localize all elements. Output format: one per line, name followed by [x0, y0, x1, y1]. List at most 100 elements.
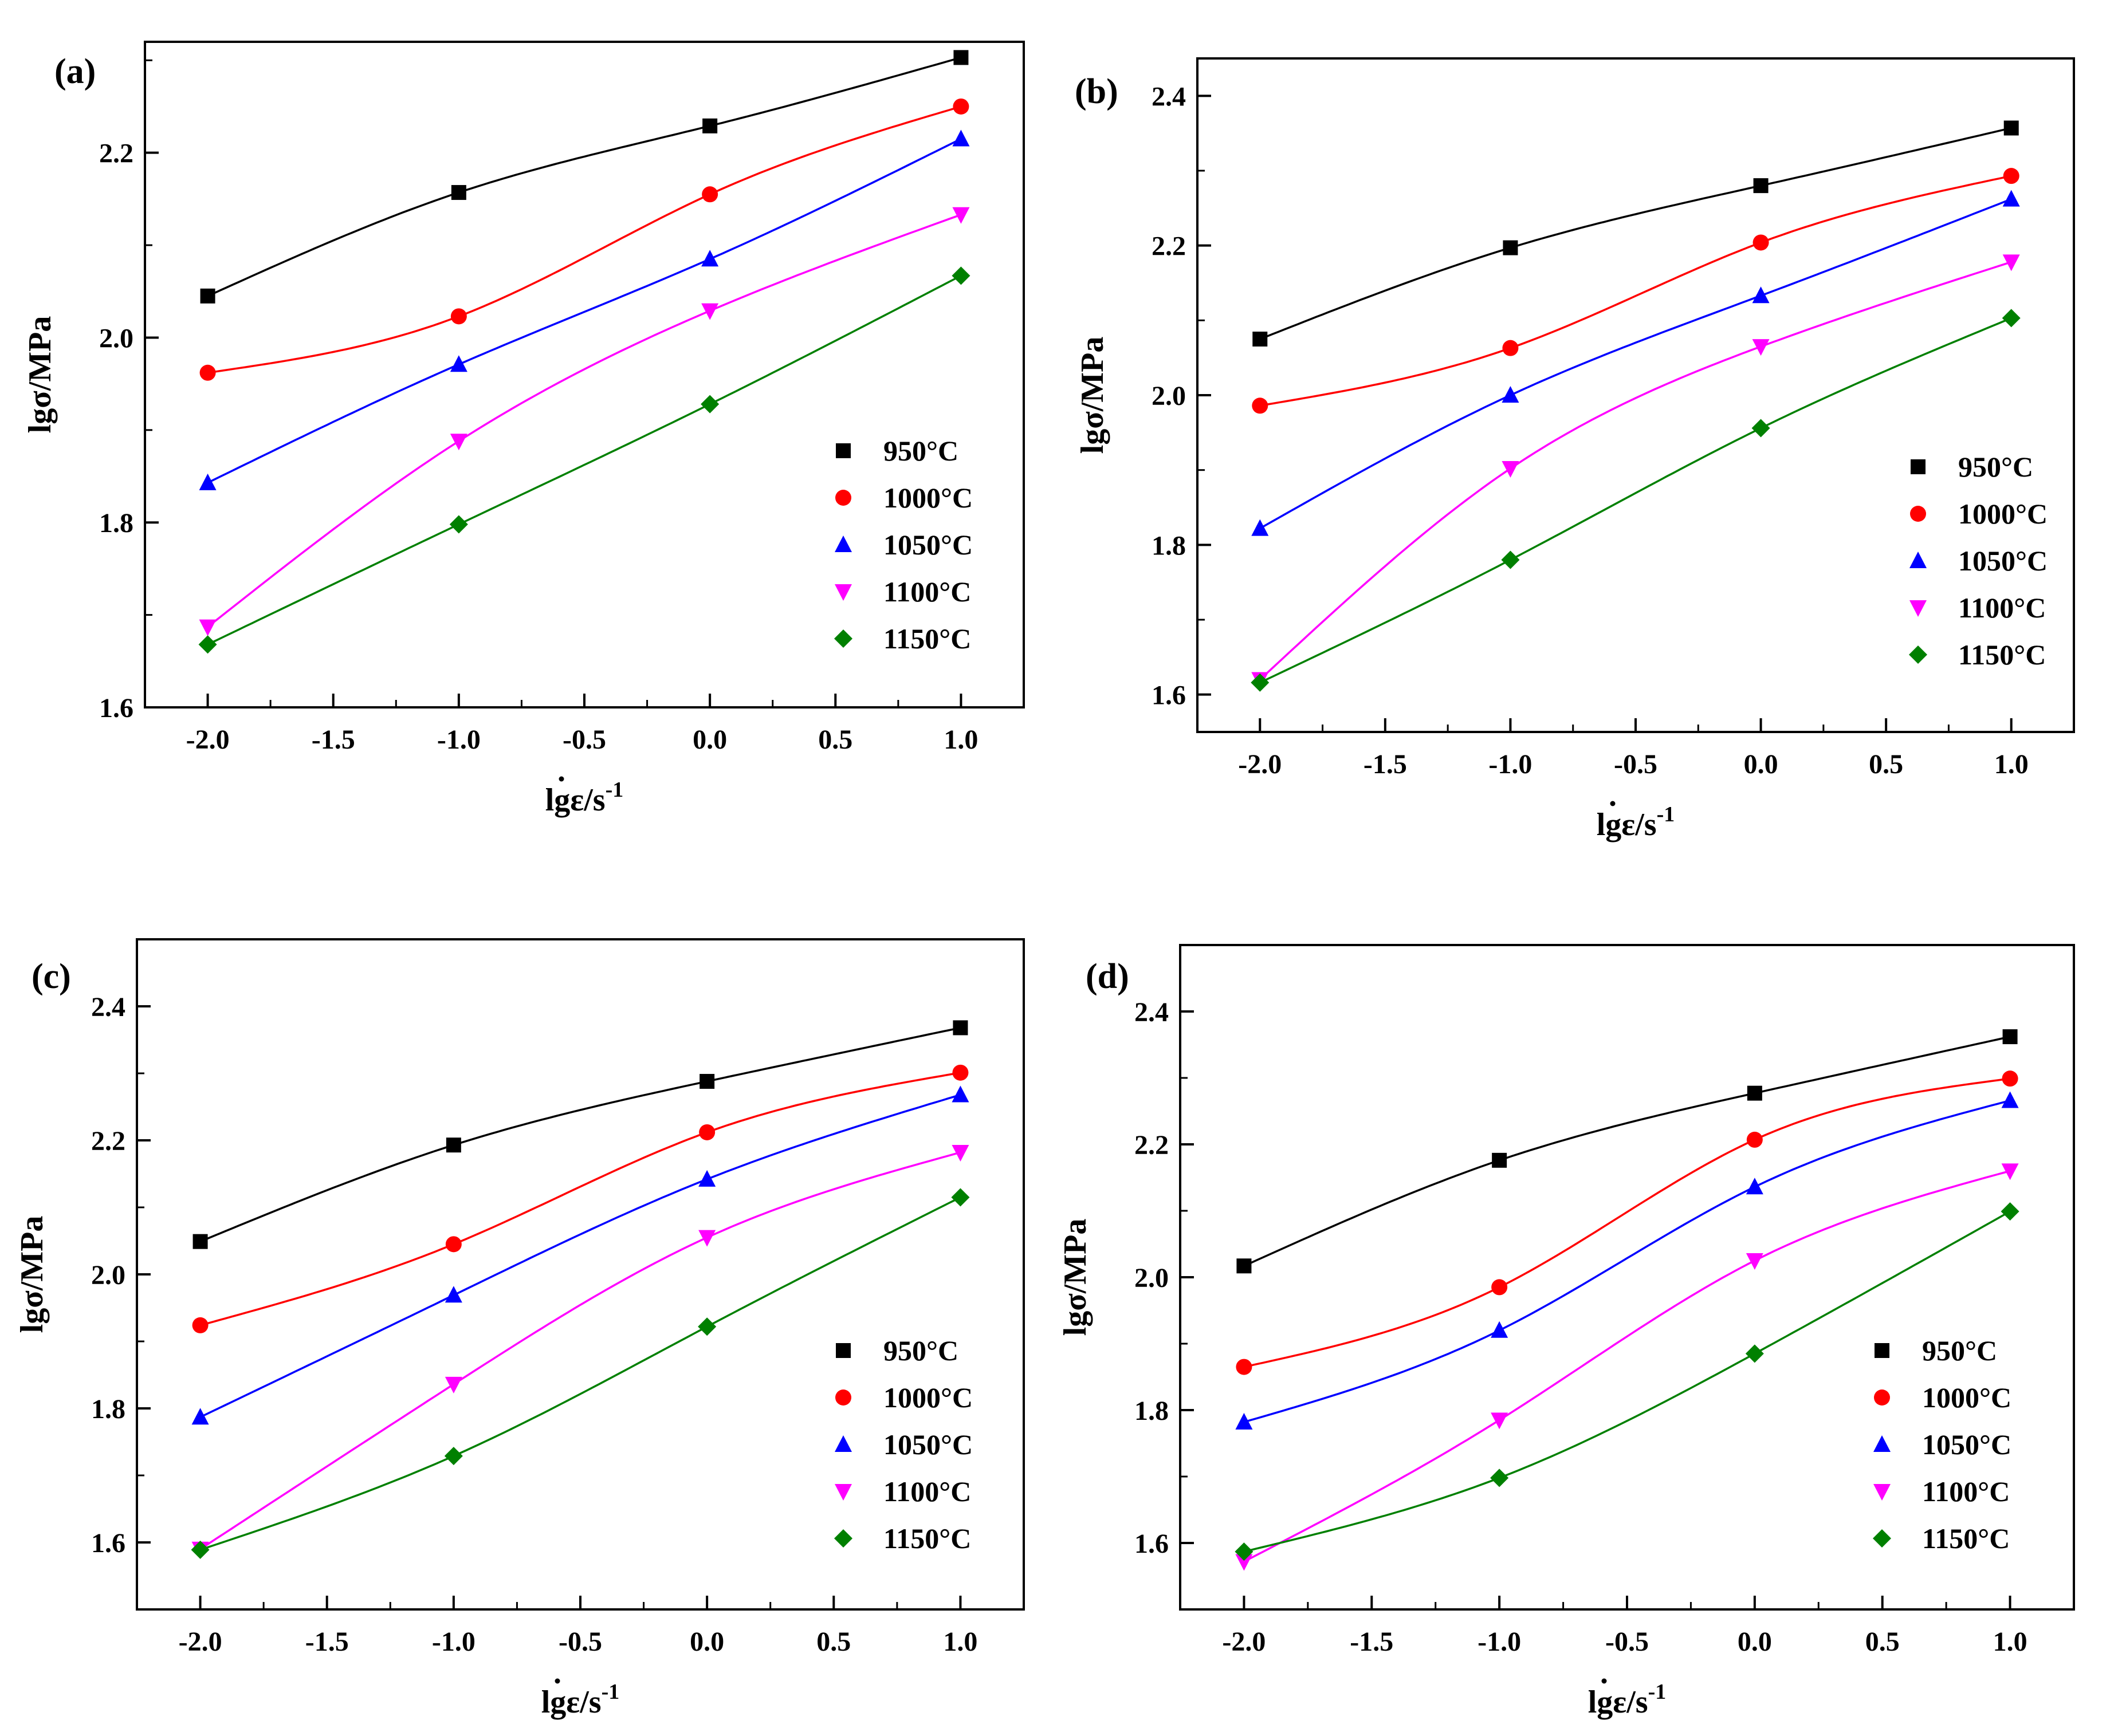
fit-curve-1150c	[1259, 317, 2012, 684]
data-point-1100c	[952, 1145, 969, 1162]
y-axis-title: lgσ/MPa	[22, 316, 58, 434]
data-point-1000c	[1502, 340, 1519, 356]
legend: 950°C 1000°C 1050°C 1100°C 1150°C	[834, 435, 973, 655]
data-point-1050c	[191, 1408, 209, 1425]
y-tick-label: 2.0	[91, 1260, 125, 1290]
data-point-1000c	[1252, 397, 1268, 414]
x-tick-label: 0.5	[816, 1627, 851, 1657]
fit-curve-1000c	[1259, 175, 2012, 407]
data-point-1150c	[1751, 419, 1770, 438]
fit-curve-1100c	[1243, 1170, 2011, 1563]
fit-curve-1150c	[1243, 1210, 2011, 1553]
data-point-1100c	[1746, 1253, 1763, 1270]
fit-curve-1100c	[1259, 261, 2012, 680]
legend-marker-1100c	[1909, 600, 1927, 617]
legend: 950°C 1000°C 1050°C 1100°C 1150°C	[834, 1335, 973, 1554]
data-point-1150c	[952, 266, 970, 285]
y-tick-label: 2.4	[91, 992, 125, 1022]
plot-frame	[1179, 944, 2075, 1611]
y-tick-label: 2.2	[99, 139, 133, 169]
data-point-1150c	[951, 1188, 970, 1207]
fit-curve-1000c	[1244, 1077, 2010, 1368]
data-point-950c	[446, 1137, 461, 1153]
data-point-1050c	[952, 1085, 969, 1103]
legend-label-1150c: 1150°C	[883, 623, 971, 655]
data-point-950c	[1492, 1152, 1507, 1168]
data-point-1000c	[2002, 1070, 2018, 1087]
data-point-950c	[700, 1074, 715, 1089]
data-point-1000c	[952, 1064, 969, 1081]
y-tick-label: 2.4	[1134, 997, 1169, 1028]
x-tick-label: -1.0	[1478, 1627, 1521, 1657]
data-point-950c	[1252, 332, 1268, 347]
data-point-1150c	[1251, 673, 1270, 692]
chart-panel-d: -2.0 -1.5 -1.0 -0.5 0.0 0.5 1.0 1.6 1.8 2.0 2.2 2.4…	[1058, 944, 2075, 1720]
fit-curve-1100c	[207, 214, 962, 628]
y-tick-label: 2.2	[91, 1126, 125, 1156]
data-point-1150c	[1490, 1469, 1509, 1487]
y-axis-title: lgσ/MPa	[1058, 1219, 1093, 1336]
legend-marker-1000c	[1910, 506, 1926, 522]
data-point-1100c	[1235, 1554, 1253, 1571]
data-point-1000c	[953, 98, 969, 115]
x-tick-label: 1.0	[1993, 1627, 2027, 1657]
data-point-1000c	[1752, 234, 1769, 251]
legend-label-950c: 950°C	[883, 435, 958, 467]
data-point-1050c	[1251, 519, 1269, 536]
legend: 950°C 1000°C 1050°C 1100°C 1150°C	[1873, 1335, 2011, 1554]
data-point-1100c	[2001, 1163, 2019, 1180]
y-tick-label: 1.6	[1134, 1529, 1169, 1559]
data-point-1050c	[952, 129, 970, 147]
x-tick-label: 1.0	[944, 725, 978, 755]
legend-label-1000c: 1000°C	[883, 1381, 973, 1414]
data-point-1150c	[698, 1317, 717, 1336]
y-tick-label: 2.2	[1134, 1130, 1169, 1160]
x-tick-label: -2.0	[179, 1627, 222, 1657]
legend-marker-1000c	[835, 490, 851, 506]
fit-curve-950c	[1243, 1036, 2010, 1267]
legend-label-1000c: 1000°C	[1958, 498, 2048, 530]
data-point-1150c	[1501, 550, 1520, 569]
x-tick-label: 0.0	[690, 1627, 724, 1657]
fit-curve-950c	[207, 56, 961, 297]
fit-curve-950c	[199, 1026, 961, 1243]
data-point-1100c	[1752, 339, 1770, 356]
legend-label-1150c: 1150°C	[883, 1522, 971, 1554]
data-point-1050c	[2001, 1091, 2019, 1108]
fit-curve-1100c	[199, 1151, 961, 1550]
data-point-1050c	[450, 355, 467, 372]
fit-curve-1050c	[1259, 198, 2012, 530]
data-point-950c	[1753, 178, 1769, 194]
y-tick-label: 2.0	[1134, 1263, 1169, 1293]
data-point-1000c	[199, 364, 216, 381]
fit-curve-1150c	[200, 1196, 961, 1551]
data-point-950c	[1503, 240, 1518, 255]
fit-curve-1150c	[207, 274, 962, 645]
panel-letter: (b)	[1075, 72, 1118, 111]
legend-marker-1150c	[1873, 1529, 1891, 1548]
panel-letter: (d)	[1086, 957, 1129, 996]
x-tick-label: -0.5	[1605, 1627, 1649, 1657]
y-tick-label: 2.0	[99, 323, 133, 353]
legend-label-1100c: 1100°C	[1958, 592, 2046, 624]
data-point-1000c	[702, 186, 718, 203]
legend-label-1150c: 1150°C	[1958, 639, 2046, 671]
y-tick-label: 1.8	[99, 508, 133, 538]
data-point-950c	[200, 288, 215, 304]
data-point-950c	[451, 185, 466, 200]
legend-label-1100c: 1100°C	[883, 1475, 971, 1507]
legend-marker-1100c	[835, 584, 852, 601]
x-axis-title-dot	[1610, 801, 1616, 806]
data-point-1150c	[444, 1447, 463, 1466]
x-tick-label: 0.5	[1869, 749, 1903, 780]
x-axis-title-dot	[1601, 1678, 1607, 1684]
data-point-1150c	[1235, 1542, 1253, 1561]
fit-curve-1050c	[1243, 1099, 2011, 1423]
data-point-1100c	[2002, 254, 2020, 271]
data-point-950c	[1236, 1258, 1252, 1274]
x-tick-label: 0.5	[1865, 1627, 1900, 1657]
data-point-1050c	[1746, 1178, 1763, 1195]
legend-marker-1150c	[1909, 645, 1927, 664]
